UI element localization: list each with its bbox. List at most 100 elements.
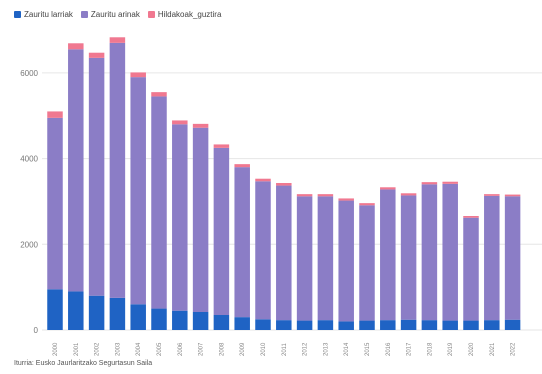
bar-2006-series-3 bbox=[172, 120, 188, 125]
x-tick-label: 2012 bbox=[303, 342, 309, 356]
bar-2014-series-3 bbox=[338, 198, 354, 201]
legend-item-hildakoak: Hildakoak_guztira bbox=[147, 10, 222, 19]
legend-label-zauritu-larriak: Zauritu larriak bbox=[24, 10, 73, 19]
bar-2005-series-3 bbox=[151, 92, 167, 97]
legend-item-zauritu-larriak: Zauritu larriak bbox=[14, 10, 73, 19]
bar-2008-series-3 bbox=[213, 144, 230, 148]
bar-2012-series-1 bbox=[296, 320, 313, 330]
legend-swatch-hildakoak bbox=[147, 11, 155, 18]
bar-2002-series-3 bbox=[88, 52, 105, 58]
x-tick-label: 2021 bbox=[490, 342, 496, 356]
x-tick-label: 2019 bbox=[448, 342, 454, 356]
bar-2019-series-1 bbox=[442, 320, 458, 330]
bar-2000-series-1 bbox=[47, 289, 63, 330]
bar-2016-series-1 bbox=[380, 320, 396, 330]
legend-item-zauritu-arinak: Zauritu arinak bbox=[80, 10, 140, 19]
x-tick-label: 2017 bbox=[407, 342, 413, 356]
bar-2010-series-3 bbox=[255, 178, 271, 182]
bar-2016-series-3 bbox=[380, 187, 396, 190]
bar-2015-series-2 bbox=[359, 205, 375, 321]
bar-2010-series-1 bbox=[255, 319, 271, 330]
x-tick-label: 2020 bbox=[469, 342, 475, 356]
y-tick-label: 6000 bbox=[20, 69, 38, 78]
bar-2003-series-2 bbox=[109, 42, 126, 298]
bar-2004-series-2 bbox=[130, 77, 146, 305]
x-tick-label: 2010 bbox=[261, 342, 267, 356]
bar-2010-series-2 bbox=[255, 181, 271, 320]
bar-2020-series-2 bbox=[463, 217, 479, 321]
bar-2013-series-3 bbox=[317, 194, 334, 197]
bar-2001-series-3 bbox=[68, 43, 84, 50]
bar-2017-series-2 bbox=[400, 195, 417, 320]
source-note: Iturria: Eusko Jaurlaritzako Segurtasun … bbox=[14, 360, 153, 367]
x-tick-label: 2002 bbox=[95, 342, 101, 356]
bar-2013-series-1 bbox=[317, 320, 334, 330]
x-tick-label: 2000 bbox=[53, 342, 59, 356]
x-tick-label: 2005 bbox=[157, 342, 163, 356]
bar-2001-series-1 bbox=[68, 291, 84, 330]
bar-2002-series-2 bbox=[88, 57, 105, 296]
bar-2021-series-3 bbox=[484, 194, 500, 196]
x-tick-label: 2001 bbox=[74, 342, 80, 356]
bar-2012-series-2 bbox=[296, 196, 313, 321]
bar-2007-series-2 bbox=[192, 127, 209, 312]
bar-2018-series-2 bbox=[421, 184, 438, 321]
x-tick-label: 2003 bbox=[115, 342, 121, 356]
x-tick-label: 2014 bbox=[344, 342, 350, 356]
bar-2008-series-2 bbox=[213, 147, 230, 315]
bar-2014-series-1 bbox=[338, 321, 354, 330]
y-tick-label: 2000 bbox=[20, 240, 38, 249]
x-tick-label: 2013 bbox=[323, 342, 329, 356]
bar-2021-series-2 bbox=[484, 195, 500, 321]
y-tick-label: 4000 bbox=[20, 155, 38, 164]
bar-2013-series-2 bbox=[317, 196, 334, 321]
bar-2005-series-2 bbox=[151, 96, 167, 309]
bar-2022-series-1 bbox=[504, 319, 521, 330]
bar-2001-series-2 bbox=[68, 49, 84, 292]
x-tick-label: 2022 bbox=[511, 342, 517, 356]
bar-2002-series-1 bbox=[88, 295, 105, 330]
bar-2011-series-3 bbox=[276, 183, 292, 186]
bar-2018-series-3 bbox=[421, 182, 438, 185]
bar-2006-series-2 bbox=[172, 124, 188, 311]
bar-2007-series-3 bbox=[192, 123, 209, 128]
bar-2007-series-1 bbox=[192, 312, 209, 330]
legend: Zauritu larriak Zauritu arinak Hildakoak… bbox=[14, 10, 221, 19]
bar-2017-series-3 bbox=[400, 193, 417, 196]
bar-2009-series-2 bbox=[234, 167, 250, 318]
bar-2006-series-1 bbox=[172, 310, 188, 330]
bar-2019-series-3 bbox=[442, 181, 458, 184]
x-tick-label: 2007 bbox=[199, 342, 205, 356]
bar-2009-series-1 bbox=[234, 317, 250, 330]
bar-2005-series-1 bbox=[151, 308, 167, 330]
bar-2011-series-1 bbox=[276, 320, 292, 330]
bar-2019-series-2 bbox=[442, 183, 458, 321]
bar-2022-series-3 bbox=[504, 194, 521, 197]
x-tick-label: 2011 bbox=[282, 342, 288, 356]
bar-2004-series-3 bbox=[130, 72, 146, 78]
bar-2017-series-1 bbox=[400, 319, 417, 330]
bar-2015-series-1 bbox=[359, 320, 375, 330]
bar-2021-series-1 bbox=[484, 320, 500, 330]
bar-2020-series-3 bbox=[463, 216, 479, 218]
bar-2015-series-3 bbox=[359, 203, 375, 206]
bar-2014-series-2 bbox=[338, 200, 354, 322]
bar-2016-series-2 bbox=[380, 189, 396, 321]
legend-label-hildakoak: Hildakoak_guztira bbox=[157, 10, 222, 19]
x-tick-label: 2008 bbox=[219, 342, 225, 356]
x-tick-label: 2009 bbox=[240, 342, 246, 356]
x-tick-label: 2004 bbox=[136, 342, 142, 356]
bar-2022-series-2 bbox=[504, 196, 521, 320]
x-tick-label: 2016 bbox=[386, 342, 392, 356]
legend-label-zauritu-arinak: Zauritu arinak bbox=[90, 10, 140, 19]
x-tick-label: 2018 bbox=[427, 342, 433, 356]
bar-2003-series-3 bbox=[109, 37, 126, 43]
y-tick-label: 0 bbox=[34, 326, 39, 335]
bar-2003-series-1 bbox=[109, 297, 126, 330]
bar-2009-series-3 bbox=[234, 164, 250, 168]
bar-2000-series-2 bbox=[47, 117, 63, 290]
legend-swatch-zauritu-arinak bbox=[80, 11, 88, 18]
bar-2004-series-1 bbox=[130, 304, 146, 330]
